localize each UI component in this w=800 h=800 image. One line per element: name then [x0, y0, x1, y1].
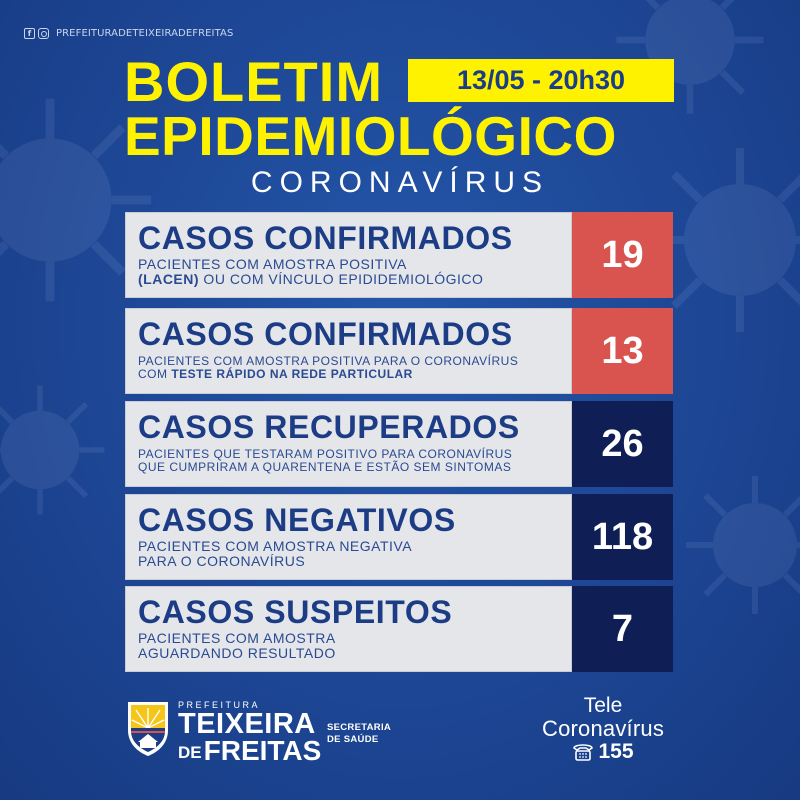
card-value: 13 — [572, 308, 673, 394]
card-heading: CASOS SUSPEITOS — [138, 594, 453, 630]
card-info: CASOS CONFIRMADOS PACIENTES COM AMOSTRA … — [125, 308, 572, 394]
secretaria-line-2: DE SAÚDE — [327, 734, 379, 745]
card-info: CASOS NEGATIVOS PACIENTES COM AMOSTRA NE… — [125, 494, 572, 580]
card-value: 19 — [572, 212, 673, 298]
card-desc-pre: COM — [138, 367, 172, 381]
telephone-icon — [573, 744, 594, 761]
virus-decoration-icon — [0, 98, 152, 302]
tele-coronavirus[interactable]: Tele Coronavírus 155 — [520, 695, 686, 767]
card-heading: CASOS CONFIRMADOS — [138, 316, 513, 352]
card-desc-line-1: PACIENTES COM AMOSTRA — [138, 630, 336, 646]
card-info: CASOS RECUPERADOS PACIENTES QUE TESTARAM… — [125, 401, 572, 487]
virus-decoration-icon — [0, 385, 105, 515]
city-name-line-1: TEIXEIRA — [178, 708, 316, 740]
card-desc-line-1: PACIENTES QUE TESTARAM POSITIVO PARA COR… — [138, 447, 513, 461]
card-desc-line-2: PARA O CORONAVÍRUS — [138, 553, 306, 569]
card-info: CASOS SUSPEITOS PACIENTES COM AMOSTRA AG… — [125, 586, 572, 672]
card-suspected: CASOS SUSPEITOS PACIENTES COM AMOSTRA AG… — [125, 586, 673, 672]
card-confirmed-rapid-test: CASOS CONFIRMADOS PACIENTES COM AMOSTRA … — [125, 308, 673, 394]
prefeitura-text: PREFEITURA TEIXEIRA DEFREITAS — [178, 700, 321, 766]
prefeitura-label: PREFEITURA — [178, 700, 261, 710]
subtitle: CORONAVÍRUS — [250, 166, 550, 199]
card-desc-line-1: PACIENTES COM AMOSTRA POSITIVA — [138, 256, 407, 272]
card-value: 7 — [572, 586, 673, 672]
tele-number: 155 — [598, 740, 634, 763]
social-handle[interactable]: f PREFEITURADETEIXEIRADEFREITAS — [24, 28, 233, 39]
card-desc-line-2: COM TESTE RÁPIDO NA REDE PARTICULAR — [138, 368, 571, 381]
card-negative: CASOS NEGATIVOS PACIENTES COM AMOSTRA NE… — [125, 494, 673, 580]
social-handle-text: PREFEITURADETEIXEIRADEFREITAS — [56, 28, 234, 39]
tele-number-row: 155 — [572, 740, 634, 764]
card-desc-bold: TESTE RÁPIDO NA REDE PARTICULAR — [171, 367, 413, 381]
city-name-line-2: DEFREITAS — [178, 735, 322, 766]
card-heading: CASOS RECUPERADOS — [138, 409, 520, 445]
city-shield-icon — [128, 702, 168, 756]
card-heading: CASOS NEGATIVOS — [138, 502, 456, 538]
city-name-freitas: FREITAS — [203, 735, 322, 766]
city-name-de: DE — [178, 743, 202, 762]
card-confirmed-lacen: CASOS CONFIRMADOS PACIENTES COM AMOSTRA … — [125, 212, 673, 298]
card-desc-line-2: QUE CUMPRIRAM A QUARENTENA E ESTÃO SEM S… — [138, 460, 512, 474]
secretaria-label: SECRETARIA DE SAÚDE — [327, 722, 391, 746]
title-line-1: BOLETIM — [124, 50, 383, 113]
card-recovered: CASOS RECUPERADOS PACIENTES QUE TESTARAM… — [125, 401, 673, 487]
card-desc-line-1: PACIENTES COM AMOSTRA POSITIVA PARA O CO… — [138, 354, 519, 368]
card-desc-line-1: PACIENTES COM AMOSTRA NEGATIVA — [138, 538, 413, 554]
card-info: CASOS CONFIRMADOS PACIENTES COM AMOSTRA … — [125, 212, 572, 298]
card-description: PACIENTES COM AMOSTRA NEGATIVA PARA O CO… — [138, 539, 571, 569]
card-description: PACIENTES COM AMOSTRA AGUARDANDO RESULTA… — [138, 631, 571, 661]
card-value: 26 — [572, 401, 673, 487]
title-line-2: EPIDEMIOLÓGICO — [124, 105, 617, 167]
card-heading: CASOS CONFIRMADOS — [138, 220, 513, 256]
card-value: 118 — [572, 494, 673, 580]
instagram-icon — [38, 28, 49, 39]
card-description: PACIENTES COM AMOSTRA POSITIVA (LACEN) O… — [138, 257, 571, 287]
virus-decoration-icon — [686, 476, 800, 614]
card-description: PACIENTES QUE TESTARAM POSITIVO PARA COR… — [138, 448, 571, 474]
card-desc-bold: (LACEN) — [138, 271, 200, 287]
virus-decoration-icon — [648, 148, 800, 332]
secretaria-line-1: SECRETARIA — [327, 722, 392, 733]
prefeitura-logo: PREFEITURA TEIXEIRA DEFREITAS — [126, 700, 321, 766]
card-description: PACIENTES COM AMOSTRA POSITIVA PARA O CO… — [138, 355, 571, 381]
date-badge: 13/05 - 20h30 — [408, 59, 674, 102]
facebook-icon: f — [24, 28, 35, 39]
tele-line-1: Tele — [583, 694, 623, 717]
card-desc-line-2: AGUARDANDO RESULTADO — [138, 645, 336, 661]
card-desc-rest: OU COM VÍNCULO EPIDIDEMIOLÓGICO — [199, 271, 484, 287]
card-desc-line-2: (LACEN) OU COM VÍNCULO EPIDIDEMIOLÓGICO — [138, 272, 571, 287]
tele-line-2: Coronavírus — [541, 716, 665, 741]
